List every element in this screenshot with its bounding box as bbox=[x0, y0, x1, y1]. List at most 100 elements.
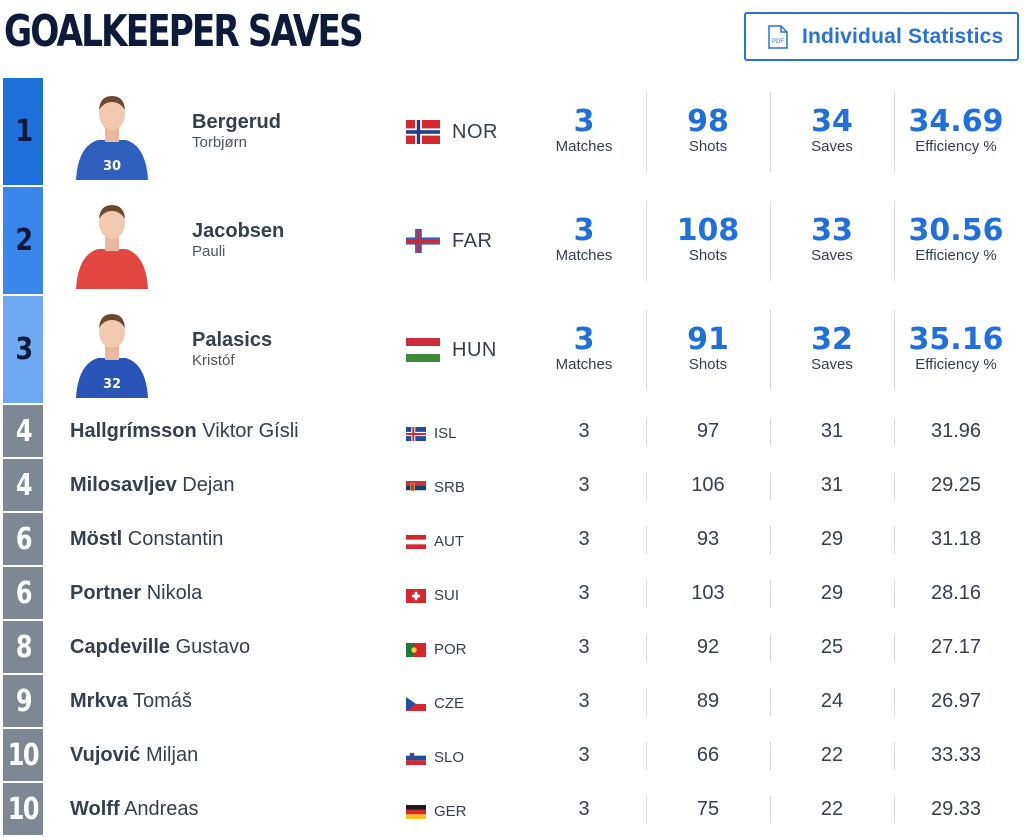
individual-statistics-button[interactable]: PDF Individual Statistics bbox=[744, 12, 1019, 61]
flag-icon bbox=[406, 696, 426, 711]
player-first-name: Kristóf bbox=[192, 352, 235, 369]
flag-icon bbox=[406, 750, 426, 765]
stat-saves: 31 bbox=[820, 420, 844, 442]
nation: SUI bbox=[406, 587, 459, 604]
player-name[interactable]: Milosavljev Dejan bbox=[70, 474, 235, 497]
column-divider bbox=[894, 634, 895, 662]
top-player-row[interactable]: 1 30 Bergerud Torbjørn NOR 3 Matches 98 … bbox=[0, 78, 1024, 187]
stat-matches: 3 bbox=[578, 582, 590, 604]
stat-saves: 33 Saves bbox=[770, 215, 894, 265]
player-name[interactable]: Vujović Miljan bbox=[70, 744, 198, 767]
player-name[interactable]: Portner Nikola bbox=[70, 582, 202, 605]
stat-label: Saves bbox=[811, 247, 853, 264]
player-first-name: Gustavo bbox=[175, 636, 251, 658]
top-player-row[interactable]: 3 32 Palasics Kristóf HUN 3 Matches 91 S… bbox=[0, 296, 1024, 405]
stat-efficiency: 29.25 bbox=[930, 474, 982, 496]
player-row[interactable]: 10 Vujović Miljan SLO 3 66 22 33.33 bbox=[0, 729, 1024, 783]
stat-saves: 24 bbox=[820, 690, 844, 712]
player-row[interactable]: 8 Capdeville Gustavo POR 3 92 25 27.17 bbox=[0, 621, 1024, 675]
stat-label: Matches bbox=[555, 356, 613, 373]
stat-label: Matches bbox=[555, 247, 613, 264]
stat-efficiency: 31.18 bbox=[930, 528, 982, 550]
column-divider bbox=[894, 92, 895, 172]
stat-value: 30.56 bbox=[908, 213, 1004, 248]
player-photo bbox=[72, 197, 152, 289]
nation: ISL bbox=[406, 425, 457, 442]
nation: NOR bbox=[406, 120, 498, 144]
column-divider bbox=[770, 580, 771, 608]
column-divider bbox=[770, 526, 771, 554]
column-divider bbox=[646, 310, 647, 390]
player-row[interactable]: 4 Milosavljev Dejan SRB 3 106 31 29.25 bbox=[0, 459, 1024, 513]
player-first-name: Miljan bbox=[145, 744, 199, 766]
column-divider bbox=[646, 742, 647, 770]
nation: AUT bbox=[406, 533, 464, 550]
stat-shots: 106 bbox=[691, 474, 725, 496]
nation-code: SUI bbox=[434, 587, 460, 604]
stat-value: 98 bbox=[687, 104, 729, 139]
player-first-name: Viktor Gísli bbox=[202, 420, 299, 442]
flag-icon bbox=[406, 426, 426, 441]
nation: CZE bbox=[406, 695, 464, 712]
stat-matches: 3 Matches bbox=[522, 215, 646, 265]
nation-code: SLO bbox=[434, 749, 465, 766]
stat-efficiency: 31.96 bbox=[930, 420, 982, 442]
player-first-name: Tomáš bbox=[133, 690, 192, 712]
stat-value: 34.69 bbox=[908, 104, 1004, 139]
stat-label: Efficiency % bbox=[915, 247, 997, 264]
player-name[interactable]: Möstl Constantin bbox=[70, 528, 223, 551]
page-title: GOALKEEPER SAVES bbox=[4, 6, 364, 57]
player-name[interactable]: Bergerud Torbjørn bbox=[192, 111, 281, 153]
stat-saves: 29 bbox=[820, 582, 844, 604]
stat-shots: 66 bbox=[696, 744, 720, 766]
stat-shots: 92 bbox=[696, 636, 720, 658]
player-name[interactable]: Jacobsen Pauli bbox=[192, 220, 284, 262]
player-name[interactable]: Hallgrímsson Viktor Gísli bbox=[70, 420, 299, 443]
stat-saves: 34 Saves bbox=[770, 106, 894, 156]
stat-value: 108 bbox=[676, 213, 740, 248]
player-name[interactable]: Wolff Andreas bbox=[70, 798, 199, 821]
nation: SLO bbox=[406, 749, 464, 766]
column-divider bbox=[894, 796, 895, 824]
flag-icon bbox=[406, 338, 440, 363]
stat-matches: 3 bbox=[578, 474, 590, 496]
stat-saves: 22 bbox=[820, 744, 844, 766]
stat-efficiency: 27.17 bbox=[930, 636, 982, 658]
player-row[interactable]: 6 Möstl Constantin AUT 3 93 29 31.18 bbox=[0, 513, 1024, 567]
nation-code: FAR bbox=[452, 229, 493, 252]
player-name[interactable]: Capdeville Gustavo bbox=[70, 636, 250, 659]
player-last-name: Möstl bbox=[70, 528, 123, 550]
column-divider bbox=[770, 92, 771, 172]
column-divider bbox=[646, 201, 647, 281]
nation: GER bbox=[406, 803, 467, 820]
nation-code: ISL bbox=[434, 425, 457, 442]
player-row[interactable]: 4 Hallgrímsson Viktor Gísli ISL 3 97 31 31.… bbox=[0, 405, 1024, 459]
stat-label: Efficiency % bbox=[915, 138, 997, 155]
player-name[interactable]: Palasics Kristóf bbox=[192, 329, 272, 371]
column-divider bbox=[894, 472, 895, 500]
stat-label: Saves bbox=[811, 356, 853, 373]
stat-matches: 3 bbox=[578, 744, 590, 766]
stat-shots: 75 bbox=[696, 798, 720, 820]
stat-value: 33 bbox=[811, 213, 853, 248]
rank-badge: 10 bbox=[3, 783, 43, 835]
stat-label: Shots bbox=[688, 247, 728, 264]
column-divider bbox=[770, 796, 771, 824]
stat-shots: 98 Shots bbox=[646, 106, 770, 156]
nation: POR bbox=[406, 641, 467, 658]
player-row[interactable]: 9 Mrkva Tomáš CZE 3 89 24 26.97 bbox=[0, 675, 1024, 729]
player-row[interactable]: 6 Portner Nikola SUI 3 103 29 28.16 bbox=[0, 567, 1024, 621]
column-divider bbox=[646, 92, 647, 172]
nation-code: SRB bbox=[434, 479, 465, 496]
player-first-name: Dejan bbox=[182, 474, 235, 496]
player-row[interactable]: 10 Wolff Andreas GER 3 75 22 29.33 bbox=[0, 783, 1024, 837]
rank-badge: 9 bbox=[3, 675, 43, 727]
player-name[interactable]: Mrkva Tomáš bbox=[70, 690, 192, 713]
individual-statistics-label: Individual Statistics bbox=[802, 24, 1004, 48]
pdf-file-icon: PDF bbox=[768, 24, 788, 49]
stat-shots: 91 Shots bbox=[646, 324, 770, 374]
column-divider bbox=[770, 310, 771, 390]
top-player-row[interactable]: 2 Jacobsen Pauli FAR 3 Matches 108 Shots… bbox=[0, 187, 1024, 296]
column-divider bbox=[894, 742, 895, 770]
column-divider bbox=[894, 418, 895, 446]
